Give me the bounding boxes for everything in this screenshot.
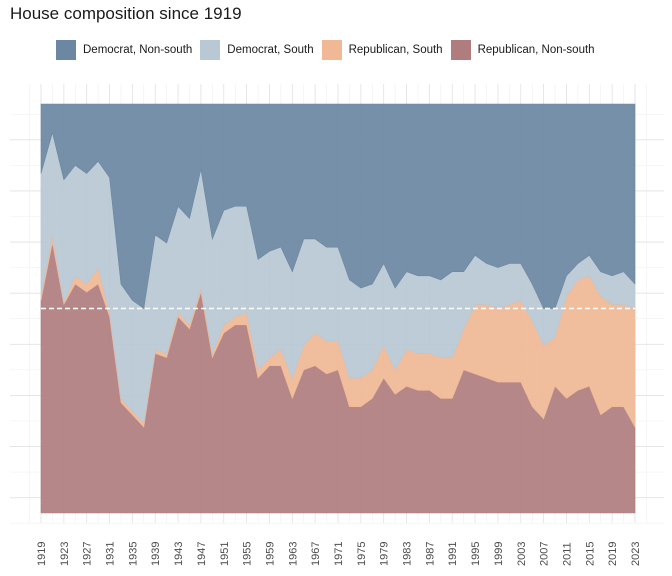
x-tick-label: 1955 — [242, 542, 254, 566]
x-tick-label: 1991 — [447, 542, 459, 566]
legend: Democrat, Non-south Democrat, South Republ… — [56, 38, 603, 62]
x-axis-ticks: 1919 1923 1927 1931 1935 1939 1943 1947 1951 1955… — [36, 542, 642, 566]
x-tick-label: 2011 — [561, 542, 573, 566]
legend-swatch — [56, 40, 76, 60]
legend-swatch — [321, 40, 342, 60]
areas — [40, 103, 636, 514]
x-tick-label: 1947 — [196, 542, 208, 566]
legend-swatch — [200, 40, 221, 60]
x-tick-label: 1959 — [264, 542, 276, 566]
x-tick-label: 1963 — [287, 542, 299, 566]
x-tick-label: 1987 — [424, 542, 436, 566]
x-tick-label: 1939 — [150, 542, 162, 566]
x-tick-label: 2019 — [607, 542, 619, 566]
legend-label: Democrat, Non-south — [83, 44, 193, 56]
chart-title: House composition since 1919 — [10, 4, 242, 23]
x-tick-label: 1983 — [402, 542, 414, 566]
legend-item: Republican, South — [321, 40, 443, 60]
x-tick-label: 1999 — [493, 542, 505, 566]
x-tick-label: 2007 — [539, 542, 551, 566]
x-tick-label: 2023 — [630, 542, 642, 566]
x-tick-label: 1967 — [310, 542, 322, 566]
x-tick-label: 1935 — [127, 542, 139, 566]
x-tick-label: 1931 — [105, 542, 117, 566]
x-tick-label: 1971 — [333, 542, 345, 566]
x-tick-label: 1927 — [82, 542, 94, 566]
legend-swatch — [450, 40, 471, 60]
x-tick-label: 2015 — [584, 542, 596, 566]
legend-label: Democrat, South — [227, 44, 314, 56]
x-tick-label: 1951 — [219, 542, 231, 566]
area-democrat-non-south — [40, 103, 636, 310]
x-tick-label: 1979 — [379, 542, 391, 566]
x-tick-label: 1975 — [356, 542, 368, 566]
legend-item: Democrat, Non-south — [56, 40, 192, 60]
legend-label: Republican, Non-south — [477, 44, 595, 56]
x-tick-label: 1923 — [59, 542, 71, 566]
x-tick-label: 1995 — [470, 542, 482, 566]
x-tick-label: 2003 — [516, 542, 528, 566]
legend-item: Democrat, South — [200, 40, 314, 60]
x-tick-label: 1943 — [173, 542, 185, 566]
x-tick-label: 1919 — [36, 542, 48, 566]
legend-label: Republican, South — [348, 44, 443, 56]
legend-item: Republican, Non-south — [450, 40, 595, 60]
